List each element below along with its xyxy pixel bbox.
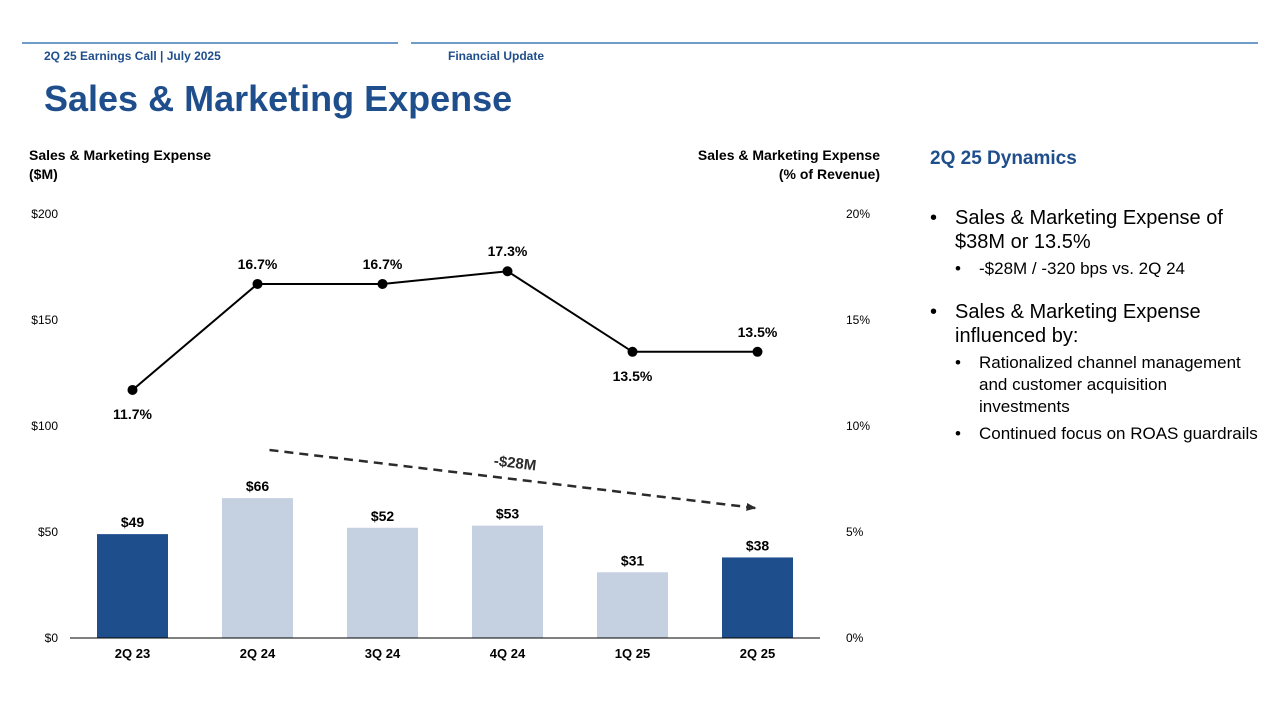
bar-value-label: $49 xyxy=(121,514,145,530)
x-axis-category-label: 3Q 24 xyxy=(365,646,401,661)
line-point xyxy=(752,346,763,357)
left-axis-tick-label: $0 xyxy=(45,631,59,645)
bar-value-label: $38 xyxy=(746,537,770,553)
dynamics-title: 2Q 25 Dynamics xyxy=(930,148,1077,169)
dynamics-sub-bullet-text: Rationalized channel management and cust… xyxy=(979,353,1241,416)
bar-2q-24 xyxy=(222,498,293,638)
sub-bullet-dot-icon: • xyxy=(955,259,961,278)
header-section-label: Financial Update xyxy=(448,49,545,63)
bar-value-label: $66 xyxy=(246,478,270,494)
x-axis-category-label: 2Q 23 xyxy=(115,646,150,661)
line-value-label: 16.7% xyxy=(363,256,403,272)
right-axis-title: Sales & Marketing Expense (% of Revenue) xyxy=(698,146,880,184)
header-rule-right xyxy=(411,42,1258,44)
line-point xyxy=(127,384,138,395)
bar-value-label: $52 xyxy=(371,508,395,524)
percent-of-revenue-line xyxy=(131,270,758,391)
right-axis-tick-label: 10% xyxy=(846,419,870,433)
line-point xyxy=(502,266,513,277)
left-axis-tick-label: $100 xyxy=(31,419,58,433)
line-value-label: 17.3% xyxy=(488,243,528,259)
left-axis-title-line1: Sales & Marketing Expense xyxy=(29,147,212,163)
line-value-label: 13.5% xyxy=(613,368,653,384)
line-point xyxy=(252,278,263,289)
trend-annotation-label: -$28M xyxy=(493,453,537,475)
right-axis-tick-label: 0% xyxy=(846,631,864,645)
left-axis-title-line2: ($M) xyxy=(29,166,58,182)
header-rule-left xyxy=(22,42,398,44)
bar-4q-24 xyxy=(472,525,543,638)
left-axis-title: Sales & Marketing Expense ($M) xyxy=(29,146,211,184)
dynamics-sub-list: • -$28M / -320 bps vs. 2Q 24 xyxy=(955,258,1260,280)
sub-bullet-dot-icon: • xyxy=(955,424,961,443)
dynamics-sub-bullet: • Rationalized channel management and cu… xyxy=(955,352,1260,418)
x-axis-category-label: 4Q 24 xyxy=(490,646,526,661)
bar-3q-24 xyxy=(347,527,418,638)
line-point xyxy=(377,278,388,289)
left-axis-tick-label: $50 xyxy=(38,525,58,539)
bar-2q-23 xyxy=(97,534,168,638)
page-title: Sales & Marketing Expense xyxy=(44,78,513,119)
dynamics-sub-bullet: • -$28M / -320 bps vs. 2Q 24 xyxy=(955,258,1260,280)
sub-bullet-dot-icon: • xyxy=(955,353,961,372)
bullet-dot-icon: • xyxy=(930,301,938,323)
left-axis-tick-label: $150 xyxy=(31,313,58,327)
bar-1q-25 xyxy=(597,572,668,638)
line-value-label: 13.5% xyxy=(738,324,778,340)
line-value-label: 16.7% xyxy=(238,256,278,272)
left-axis-tick-label: $200 xyxy=(31,207,58,221)
dynamics-bullet-text: Sales & Marketing Expense of $38M or 13.… xyxy=(955,207,1223,253)
right-axis-title-line1: Sales & Marketing Expense xyxy=(697,147,880,163)
line-point xyxy=(627,346,638,357)
x-axis-category-label: 2Q 24 xyxy=(240,646,276,661)
dynamics-bullet-text: Sales & Marketing Expense influenced by: xyxy=(955,301,1201,347)
right-axis-tick-label: 20% xyxy=(846,207,870,221)
dynamics-sub-list: • Rationalized channel management and cu… xyxy=(955,352,1260,445)
bar-value-label: $53 xyxy=(496,506,520,522)
right-axis-tick-label: 5% xyxy=(846,525,864,539)
right-axis-title-line2: (% of Revenue) xyxy=(778,166,880,182)
bar-2q-25 xyxy=(722,557,793,638)
dynamics-bullets: • Sales & Marketing Expense of $38M or 1… xyxy=(930,206,1260,450)
line-value-label: 11.7% xyxy=(113,406,152,422)
header-event-label: 2Q 25 Earnings Call | July 2025 xyxy=(44,49,221,63)
x-axis-category-label: 2Q 25 xyxy=(740,646,775,661)
bullet-dot-icon: • xyxy=(930,207,938,229)
dynamics-sub-bullet-text: -$28M / -320 bps vs. 2Q 24 xyxy=(979,259,1185,278)
dynamics-bullet: • Sales & Marketing Expense of $38M or 1… xyxy=(930,206,1260,280)
dynamics-sub-bullet: • Continued focus on ROAS guardrails xyxy=(955,423,1260,445)
x-axis-category-label: 1Q 25 xyxy=(615,646,650,661)
bar-value-label: $31 xyxy=(621,552,645,568)
right-axis-tick-label: 15% xyxy=(846,313,870,327)
trend-arrow xyxy=(269,448,757,511)
dynamics-bullet: • Sales & Marketing Expense influenced b… xyxy=(930,300,1260,445)
dynamics-sub-bullet-text: Continued focus on ROAS guardrails xyxy=(979,424,1258,443)
